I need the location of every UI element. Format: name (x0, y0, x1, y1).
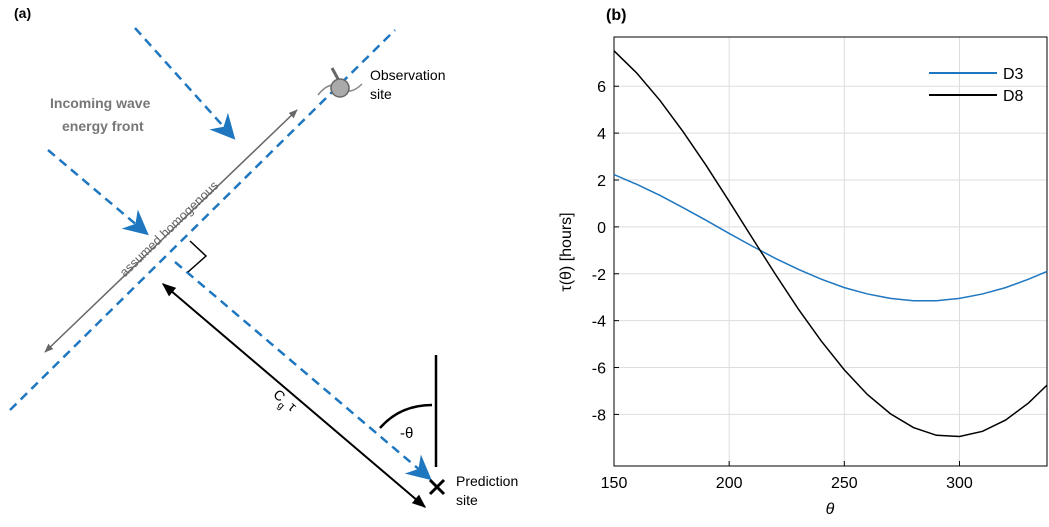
propagation-ray (174, 261, 432, 481)
prediction-label: Prediction (456, 473, 518, 489)
x-tick-label: 300 (946, 475, 973, 492)
observation-icon (317, 67, 363, 98)
x-axis-label: θ (826, 501, 835, 518)
prediction-label: site (456, 492, 478, 508)
x-tick-label: 200 (716, 475, 743, 492)
y-tick-label: -2 (592, 267, 606, 284)
y-axis-label: τ(θ) [hours] (558, 212, 575, 291)
angle-arc (379, 403, 433, 429)
incoming-label: energy front (62, 118, 144, 134)
right-angle (187, 240, 208, 273)
x-tick-label: 250 (831, 475, 858, 492)
homogenous-label: assumed homogenous (116, 177, 221, 280)
wave-ray (134, 27, 236, 140)
series-line (613, 50, 1048, 438)
distance-factor: τ (285, 399, 300, 415)
x-tick-label: 150 (601, 475, 628, 492)
y-tick-label: 0 (597, 220, 606, 237)
diagram: (a) Incoming wave energy front Observati… (9, 5, 518, 508)
panel-label: (b) (606, 7, 626, 24)
incoming-label: Incoming wave (50, 95, 151, 111)
wave-ray (47, 149, 149, 236)
legend-label: D8 (1003, 88, 1024, 105)
angle-label: -θ (400, 425, 413, 442)
prediction-mark (428, 478, 446, 496)
legend-label: D3 (1003, 66, 1024, 83)
distance-label: Cgτ (267, 386, 300, 419)
y-tick-label: 4 (597, 126, 606, 143)
panel-label: (a) (14, 5, 31, 21)
observation-label: Observation (370, 67, 445, 83)
distance-arrow (161, 283, 427, 508)
y-tick-label: -4 (592, 314, 606, 331)
plot-frame (613, 36, 1048, 467)
y-tick-label: -8 (592, 407, 606, 424)
y-tick-label: -6 (592, 361, 606, 378)
observation-label: site (370, 86, 392, 102)
homogenous-arrow (44, 109, 298, 353)
distance-subscript: g (275, 400, 286, 412)
y-tick-label: 2 (597, 173, 606, 190)
series-line (613, 173, 1048, 302)
y-tick-label: 6 (597, 79, 606, 96)
